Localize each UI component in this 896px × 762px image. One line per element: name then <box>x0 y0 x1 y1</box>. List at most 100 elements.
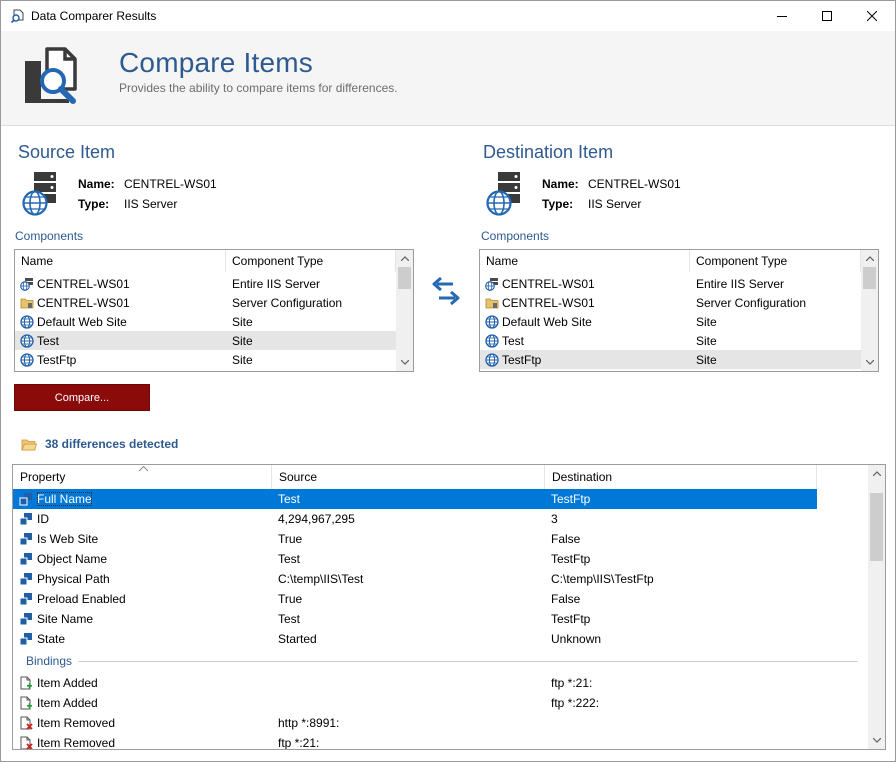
property-destination-value: TestFtp <box>551 612 591 626</box>
destination-row[interactable]: CENTREL-WS01 Server Configuration <box>480 293 861 312</box>
row-type: Entire IIS Server <box>696 276 785 291</box>
property-row[interactable]: Object Name Test TestFtp <box>13 549 817 569</box>
destination-row-selected[interactable]: TestFtp Site <box>480 350 861 369</box>
property-row[interactable]: Item Added ftp *:222: <box>13 693 817 713</box>
group-header-bindings[interactable]: Bindings <box>26 654 859 668</box>
page-subtitle: Provides the ability to compare items fo… <box>119 81 398 95</box>
chevron-down-icon <box>865 360 874 365</box>
globe-icon <box>20 315 34 329</box>
column-header-component-type[interactable]: Component Type <box>226 250 396 272</box>
property-icon <box>19 552 33 566</box>
source-row[interactable]: CENTREL-WS01 Entire IIS Server <box>15 274 396 293</box>
property-name: Physical Path <box>37 572 110 586</box>
destination-row[interactable]: Default Web Site Site <box>480 312 861 331</box>
scroll-down-arrow[interactable] <box>868 732 885 749</box>
property-row[interactable]: ID 4,294,967,295 3 <box>13 509 817 529</box>
globe-icon <box>485 334 499 348</box>
destination-components-grid[interactable]: Name Component Type CENTREL-WS01 Entire … <box>479 249 879 372</box>
source-name-value: CENTREL-WS01 <box>124 177 217 191</box>
row-name: CENTREL-WS01 <box>37 295 130 310</box>
globe-icon <box>20 353 34 367</box>
property-row[interactable]: State Started Unknown <box>13 629 817 649</box>
property-source-value: Test <box>278 552 301 566</box>
column-header-name[interactable]: Name <box>15 250 226 272</box>
source-grid-scrollbar[interactable] <box>396 250 413 371</box>
page-title: Compare Items <box>119 47 313 78</box>
close-button[interactable] <box>849 1 895 31</box>
scroll-down-arrow[interactable] <box>861 354 878 371</box>
row-name: Default Web Site <box>502 314 592 329</box>
scroll-thumb[interactable] <box>870 493 883 561</box>
property-row[interactable]: Item Removed http *:8991: <box>13 713 817 733</box>
row-name: CENTREL-WS01 <box>37 276 130 291</box>
property-name: Full Name <box>37 492 92 506</box>
source-row-selected[interactable]: Test Site <box>15 331 396 350</box>
property-row[interactable]: Site Name Test TestFtp <box>13 609 817 629</box>
property-icon <box>19 612 33 626</box>
row-type: Site <box>696 352 717 367</box>
chevron-down-icon <box>400 360 409 365</box>
property-destination-value: False <box>551 532 581 546</box>
scroll-up-arrow[interactable] <box>868 465 885 482</box>
scroll-up-arrow[interactable] <box>396 250 413 267</box>
server-config-icon <box>20 296 34 310</box>
property-row[interactable]: Preload Enabled True False <box>13 589 817 609</box>
close-icon <box>867 11 877 21</box>
property-source-value: 4,294,967,295 <box>278 512 355 526</box>
property-row[interactable]: Item Added ftp *:21: <box>13 673 817 693</box>
row-type: Server Configuration <box>232 295 343 310</box>
source-type-label: Type: <box>78 197 110 211</box>
property-destination-value: Unknown <box>551 632 602 646</box>
property-destination-value: TestFtp <box>551 552 591 566</box>
property-list-scrollbar[interactable] <box>868 465 885 749</box>
column-header-source[interactable]: Source <box>272 465 545 490</box>
scroll-up-arrow[interactable] <box>861 250 878 267</box>
column-header-name[interactable]: Name <box>480 250 690 272</box>
destination-type-label: Type: <box>542 197 574 211</box>
property-icon <box>19 592 33 606</box>
property-row-selected[interactable]: Full Name Test TestFtp <box>13 489 817 509</box>
property-row[interactable]: Item Removed ftp *:21: <box>13 733 817 750</box>
destination-grid-scrollbar[interactable] <box>861 250 878 371</box>
chevron-up-icon <box>872 471 881 476</box>
column-header-destination[interactable]: Destination <box>545 465 817 490</box>
property-destination-value: ftp *:222: <box>551 696 600 710</box>
column-header-property-label: Property <box>20 470 66 484</box>
scroll-thumb[interactable] <box>863 267 876 289</box>
property-name: Item Removed <box>37 736 116 750</box>
swap-arrows-icon[interactable] <box>431 275 461 307</box>
property-source-value: True <box>278 592 303 606</box>
source-item-title: Source Item <box>18 142 116 162</box>
property-source-value: http *:8991: <box>278 716 340 730</box>
compare-button[interactable]: Compare... <box>14 384 150 411</box>
source-row[interactable]: TestFtp Site <box>15 350 396 369</box>
scroll-down-arrow[interactable] <box>396 354 413 371</box>
maximize-button[interactable] <box>804 1 850 31</box>
destination-item-title: Destination Item <box>483 142 614 162</box>
source-row[interactable]: CENTREL-WS01 Server Configuration <box>15 293 396 312</box>
property-name: Item Added <box>37 676 98 690</box>
item-added-icon <box>19 696 33 710</box>
maximize-icon <box>822 11 832 21</box>
destination-row[interactable]: CENTREL-WS01 Entire IIS Server <box>480 274 861 293</box>
column-header-component-type[interactable]: Component Type <box>690 250 861 272</box>
scroll-thumb[interactable] <box>398 267 411 289</box>
property-source-value: C:\temp\IIS\Test <box>278 572 364 586</box>
chevron-down-icon <box>872 738 881 743</box>
source-components-grid[interactable]: Name Component Type CENTREL-WS01 Entire … <box>14 249 414 372</box>
row-type: Site <box>232 314 253 329</box>
row-type: Site <box>696 314 717 329</box>
grid-header: Name Component Type <box>480 250 861 272</box>
property-differences-list[interactable]: Property Source Destination Full Name Te… <box>12 464 886 750</box>
list-header: Property Source Destination <box>13 465 817 490</box>
property-row[interactable]: Physical Path C:\temp\IIS\Test C:\temp\I… <box>13 569 817 589</box>
source-row[interactable]: Default Web Site Site <box>15 312 396 331</box>
column-header-property[interactable]: Property <box>13 465 272 490</box>
destination-row[interactable]: Test Site <box>480 331 861 350</box>
server-config-icon <box>485 296 499 310</box>
destination-type-value: IIS Server <box>588 197 642 211</box>
property-source-value: Started <box>278 632 317 646</box>
property-row[interactable]: Is Web Site True False <box>13 529 817 549</box>
minimize-button[interactable] <box>759 1 805 31</box>
globe-icon <box>20 334 34 348</box>
